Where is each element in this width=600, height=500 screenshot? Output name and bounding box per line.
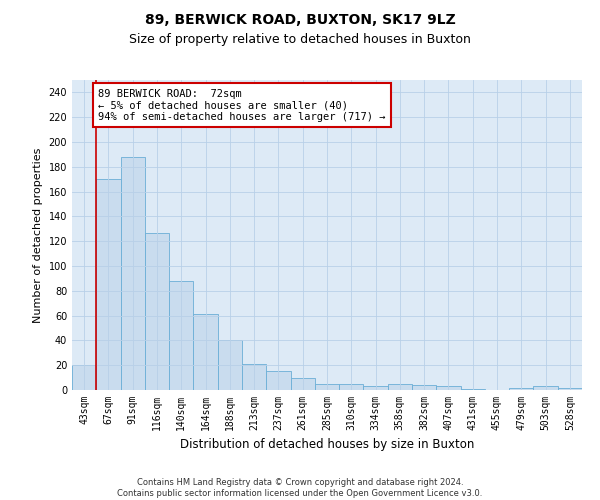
Bar (169, 281, 193, 390)
Bar (290, 378, 315, 390)
Y-axis label: Number of detached properties: Number of detached properties (33, 148, 43, 322)
Bar (364, 386, 388, 390)
Bar (436, 386, 461, 390)
Text: Size of property relative to detached houses in Buxton: Size of property relative to detached ho… (129, 32, 471, 46)
Text: Contains HM Land Registry data © Crown copyright and database right 2024.
Contai: Contains HM Land Registry data © Crown c… (118, 478, 482, 498)
Bar (266, 372, 290, 390)
Text: 89 BERWICK ROAD:  72sqm
← 5% of detached houses are smaller (40)
94% of semi-det: 89 BERWICK ROAD: 72sqm ← 5% of detached … (98, 88, 386, 122)
Bar (412, 385, 436, 390)
Bar (461, 389, 485, 390)
Bar (72, 365, 96, 390)
Bar (218, 340, 242, 390)
Bar (339, 384, 364, 390)
Bar (193, 314, 218, 390)
X-axis label: Distribution of detached houses by size in Buxton: Distribution of detached houses by size … (180, 438, 474, 452)
Text: 89, BERWICK ROAD, BUXTON, SK17 9LZ: 89, BERWICK ROAD, BUXTON, SK17 9LZ (145, 12, 455, 26)
Bar (96, 179, 121, 390)
Bar (145, 232, 169, 390)
Bar (533, 386, 558, 390)
Bar (121, 157, 145, 390)
Bar (315, 384, 339, 390)
Bar (242, 364, 266, 390)
Bar (388, 384, 412, 390)
Bar (509, 388, 533, 390)
Bar (558, 388, 582, 390)
